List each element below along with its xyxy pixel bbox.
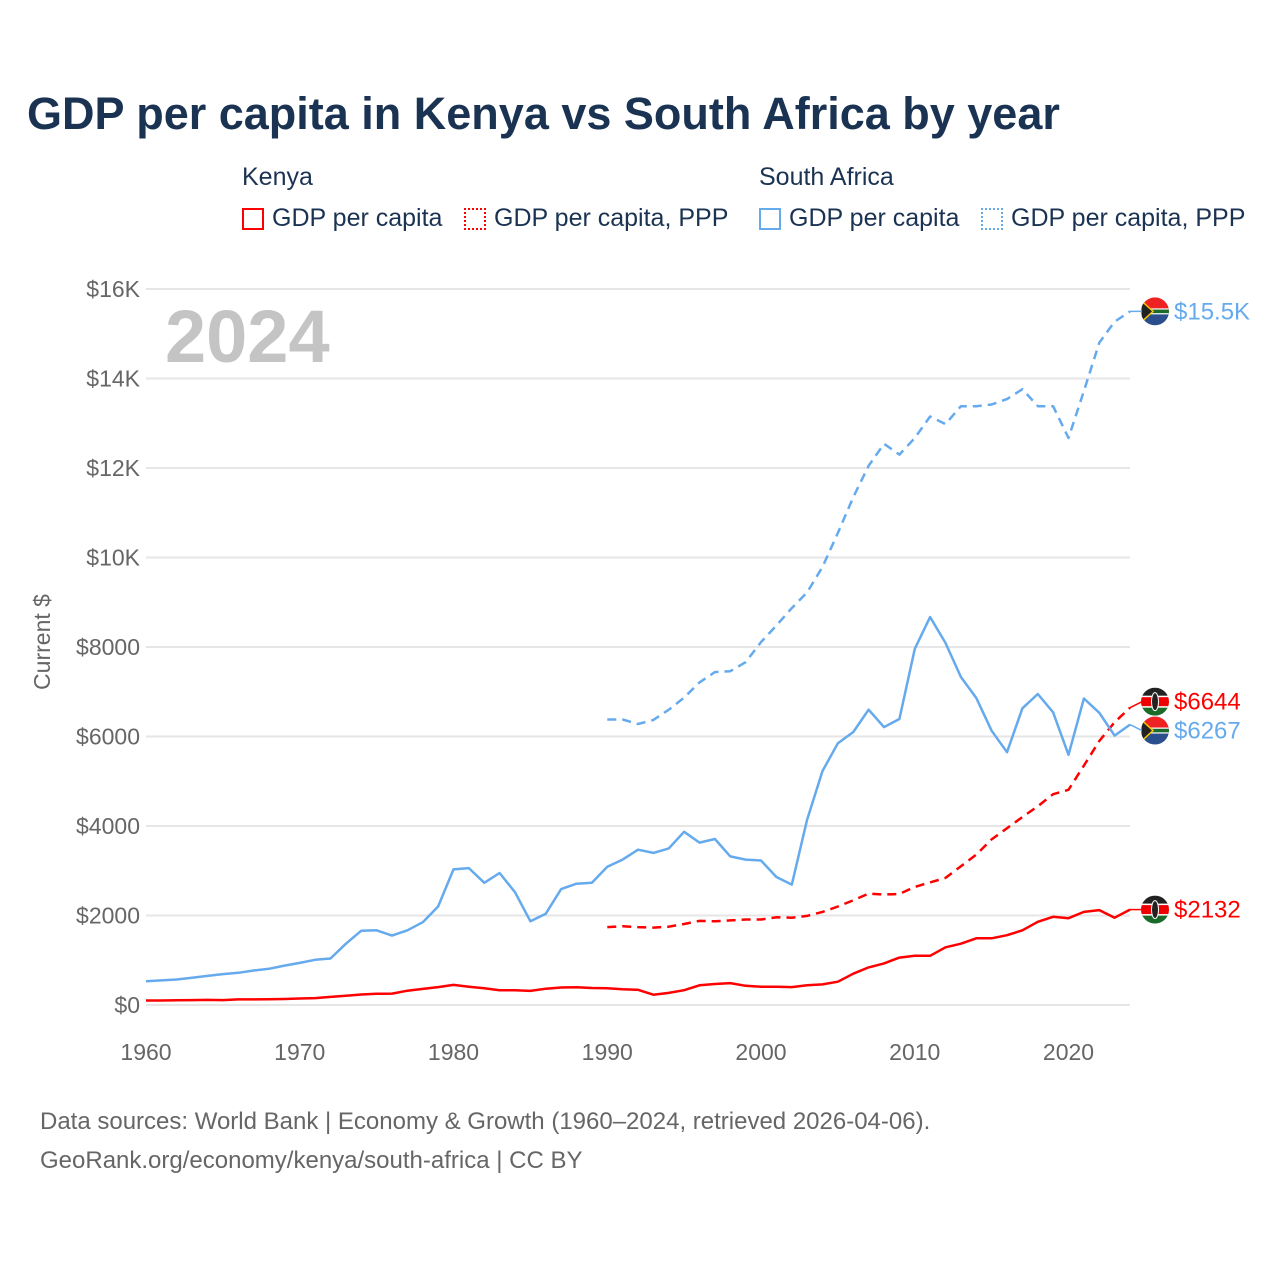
legend-south-africa-gdp[interactable]: GDP per capita	[759, 204, 959, 233]
x-tick-label: 1960	[120, 1039, 171, 1065]
y-tick-label: $6000	[76, 724, 140, 750]
legend-kenya-gdp[interactable]: GDP per capita	[242, 204, 442, 233]
legend-kenya-ppp[interactable]: GDP per capita, PPP	[464, 204, 728, 233]
south-africa-gdp-line	[145, 615, 1131, 983]
year-watermark: 2024	[165, 295, 330, 378]
y-tick-label: $16K	[86, 276, 140, 302]
end-connector	[1129, 723, 1143, 732]
legend-group-kenya: Kenya	[242, 163, 313, 191]
x-tick-label: 1980	[428, 1039, 479, 1065]
end-value-label: $6644	[1174, 689, 1241, 716]
y-tick-label: $10K	[86, 545, 140, 571]
legend-swatch-dotted-blue	[981, 207, 1003, 230]
y-tick-label: $8000	[76, 634, 140, 660]
legend-label: GDP per capita	[272, 204, 443, 232]
x-tick-label: 1990	[582, 1039, 633, 1065]
kenya-ppp-line	[607, 706, 1131, 929]
y-tick-label: $2000	[76, 903, 140, 929]
end-connector	[1129, 701, 1143, 709]
legend-swatch-solid-blue	[759, 207, 781, 230]
end-value-label: $2132	[1174, 897, 1241, 924]
footer-sources: Data sources: World Bank | Economy & Gro…	[40, 1108, 931, 1135]
kenya-flag-icon	[1141, 895, 1169, 924]
x-tick-label: 2020	[1043, 1039, 1094, 1065]
y-axis-label: Current $	[29, 594, 55, 690]
legend-swatch-solid-red	[242, 207, 264, 230]
legend-swatch-dotted-red	[464, 207, 486, 230]
x-tick-label: 1970	[274, 1039, 325, 1065]
legend-label: GDP per capita, PPP	[1011, 204, 1246, 232]
kenya-gdp-line	[146, 908, 1131, 1002]
kenya-flag-icon	[1141, 687, 1169, 716]
y-tick-label: $12K	[86, 455, 140, 481]
south-africa-flag-icon	[1141, 716, 1169, 745]
legend-group-south-africa: South Africa	[759, 163, 894, 191]
legend-south-africa-ppp[interactable]: GDP per capita, PPP	[981, 204, 1245, 233]
south-africa-flag-icon	[1141, 297, 1169, 326]
x-tick-label: 2000	[735, 1039, 786, 1065]
end-value-label: $6267	[1174, 718, 1241, 745]
south-africa-ppp-line	[607, 310, 1131, 726]
y-tick-label: $4000	[76, 813, 140, 839]
x-tick-label: 2010	[889, 1039, 940, 1065]
y-tick-label: $0	[114, 992, 140, 1018]
legend-label: GDP per capita, PPP	[494, 204, 729, 232]
end-value-label: $15.5K	[1174, 298, 1250, 325]
y-tick-label: $14K	[86, 366, 140, 392]
chart-title: GDP per capita in Kenya vs South Africa …	[27, 88, 1060, 139]
footer-link[interactable]: GeoRank.org/economy/kenya/south-africa |…	[40, 1147, 583, 1174]
legend-label: GDP per capita	[789, 204, 960, 232]
